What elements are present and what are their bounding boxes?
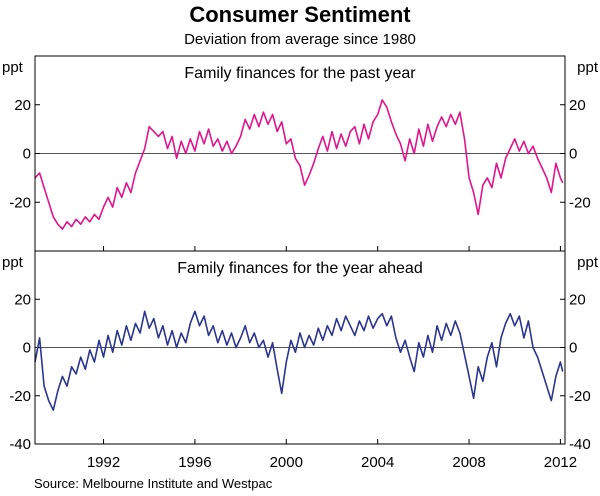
x-tick-label-2000: 2000 bbox=[270, 454, 303, 471]
panel-title-1: Family finances for the past year bbox=[184, 65, 416, 82]
x-tick-label-1992: 1992 bbox=[87, 454, 120, 471]
y-tick-left-2--20: -20 bbox=[9, 388, 31, 405]
unit-label-right-2: ppt bbox=[577, 254, 599, 271]
y-tick-right-1--20: -20 bbox=[569, 194, 591, 211]
y-tick-left-1-20: 20 bbox=[14, 97, 31, 114]
x-tick-label-1996: 1996 bbox=[178, 454, 211, 471]
x-tick-label-2004: 2004 bbox=[361, 454, 394, 471]
y-tick-left-2-20: 20 bbox=[14, 291, 31, 308]
x-tick-label-2012: 2012 bbox=[544, 454, 577, 471]
x-tick-label-2008: 2008 bbox=[452, 454, 485, 471]
y-tick-left-2-0: 0 bbox=[23, 340, 31, 357]
y-tick-right-2-0: 0 bbox=[569, 340, 577, 357]
y-tick-left-1--20: -20 bbox=[9, 194, 31, 211]
y-tick-right-1-0: 0 bbox=[569, 146, 577, 163]
y-tick-right-2--20: -20 bbox=[569, 388, 591, 405]
chart-title: Consumer Sentiment bbox=[189, 2, 411, 27]
panel-title-2: Family finances for the year ahead bbox=[177, 260, 422, 277]
y-tick-right-1-20: 20 bbox=[569, 97, 586, 114]
unit-label-left-2: ppt bbox=[2, 254, 24, 271]
panels-group: Family finances for the past year ppt ppt 2… bbox=[2, 55, 599, 471]
y-tick-right-2--40: -40 bbox=[569, 436, 591, 453]
series-line-1-1 bbox=[34, 99, 564, 230]
series-line-2-1 bbox=[34, 310, 564, 411]
plot-frame bbox=[34, 55, 566, 445]
unit-label-right-1: ppt bbox=[577, 59, 599, 76]
y-tick-left-1-0: 0 bbox=[23, 146, 31, 163]
y-tick-right-2-20: 20 bbox=[569, 291, 586, 308]
chart-subtitle: Deviation from average since 1980 bbox=[184, 31, 416, 48]
source-note: Source: Melbourne Institute and Westpac bbox=[34, 476, 273, 491]
y-tick-left-2--40: -40 bbox=[9, 436, 31, 453]
unit-label-left-1: ppt bbox=[2, 59, 24, 76]
